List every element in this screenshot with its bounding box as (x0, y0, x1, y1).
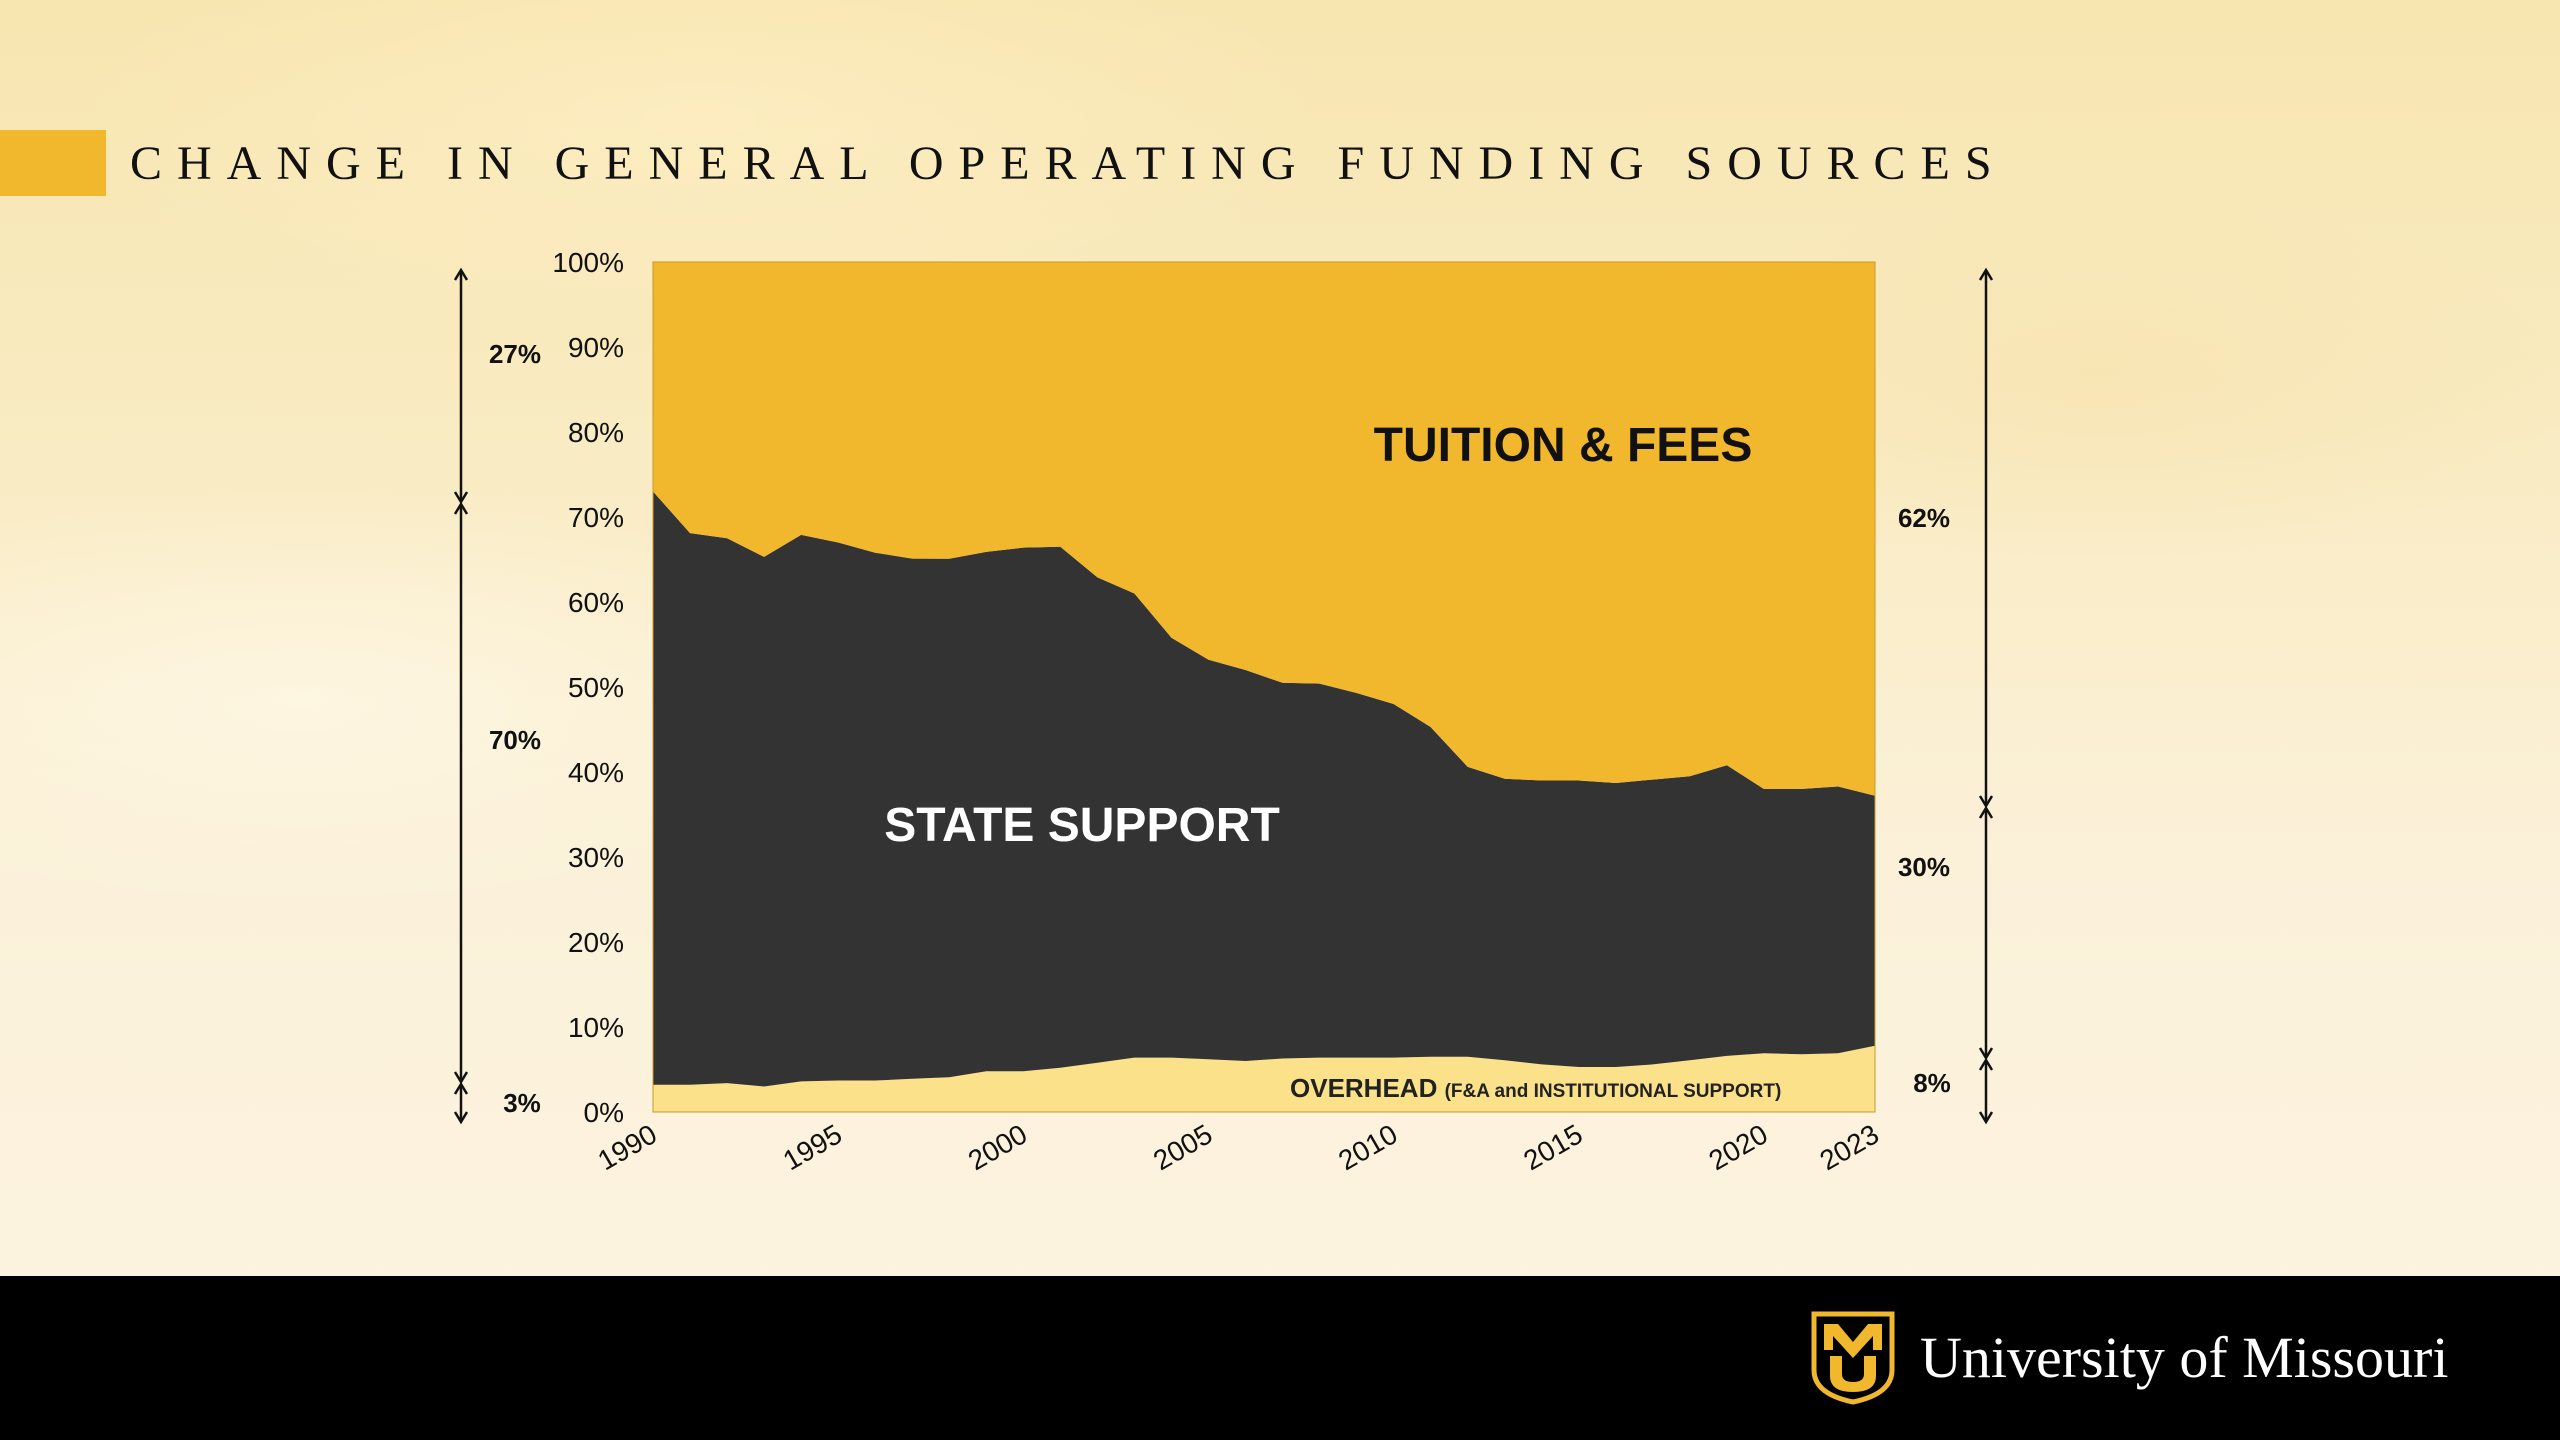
right-overhead-bracket-label: 8% (1913, 1068, 1951, 1098)
y-tick-label: 90% (568, 332, 624, 363)
y-tick-label: 40% (568, 757, 624, 788)
plot-frame (652, 261, 1876, 1113)
state-support-area (653, 491, 1875, 1087)
y-tick-label: 70% (568, 502, 624, 533)
y-tick-label: 0% (584, 1097, 624, 1128)
y-axis-ticks: 0% 10% 20% 30% 40% 50% 60% 70% 80% 90% 100% (552, 247, 624, 1128)
x-tick-label: 2015 (1518, 1118, 1587, 1176)
y-tick-label: 60% (568, 587, 624, 618)
y-tick-label: 80% (568, 417, 624, 448)
y-tick-label: 30% (568, 842, 624, 873)
area-layers (652, 261, 1876, 1113)
x-tick-label: 2000 (963, 1118, 1032, 1176)
state-support-label: STATE SUPPORT (884, 799, 1280, 852)
x-tick-label: 1995 (778, 1118, 847, 1176)
y-tick-label: 100% (552, 247, 624, 278)
area-labels: TUITION & FEES STATE SUPPORT OVERHEAD (F&A… (884, 419, 1781, 1103)
right-state-bracket-arrow-top (1978, 805, 1994, 819)
right-tuition-bracket-arrow-top (1978, 267, 1994, 281)
x-axis-ticks: 1990 1995 2000 2005 2010 2015 2020 2023 (593, 1118, 1884, 1176)
mu-tiger-shield-icon (1811, 1311, 1895, 1405)
bracket-annotations: 27% 70% 3% 62% 30% 8% (453, 267, 1994, 1125)
left-state-bracket-arrow-top (453, 501, 469, 515)
title-accent-bar (0, 130, 106, 196)
y-tick-label: 10% (568, 1012, 624, 1043)
tuition-fees-label: TUITION & FEES (1374, 419, 1753, 472)
university-name: University of Missouri (1920, 1325, 2449, 1390)
footer-bar (0, 1276, 2560, 1440)
right-overhead-bracket-arrow-bottom (1978, 1111, 1994, 1125)
left-overhead-bracket-label: 3% (503, 1088, 541, 1118)
y-tick-label: 20% (568, 927, 624, 958)
right-overhead-bracket-arrow-top (1978, 1057, 1994, 1071)
x-tick-label: 2005 (1148, 1118, 1217, 1176)
overhead-label-detail: (F&A and INSTITUTIONAL SUPPORT) (1445, 1081, 1782, 1102)
x-tick-label: 2010 (1333, 1118, 1402, 1176)
left-tuition-bracket-label: 27% (489, 339, 541, 369)
y-tick-label: 50% (568, 672, 624, 703)
left-state-bracket-label: 70% (489, 725, 541, 755)
overhead-label-main: OVERHEAD (1290, 1073, 1445, 1103)
left-tuition-bracket-arrow-top (453, 267, 469, 281)
left-overhead-bracket-arrow-top (453, 1081, 469, 1095)
slide-title: CHANGE IN GENERAL OPERATING FUNDING SOUR… (130, 137, 2007, 190)
right-tuition-bracket-label: 62% (1898, 503, 1950, 533)
funding-sources-chart: 0%10%20%30%40%50%60%70%80%90%100% 1990 19… (453, 247, 1994, 1176)
left-overhead-bracket-arrow-bottom (453, 1111, 469, 1125)
tuition-fees-area (653, 262, 1875, 796)
overhead-area (653, 1045, 1875, 1112)
overhead-label: OVERHEAD (F&A and INSTITUTIONAL SUPPORT) (1290, 1073, 1781, 1103)
x-tick-label: 2023 (1815, 1118, 1884, 1176)
x-tick-label: 2020 (1703, 1118, 1772, 1176)
right-state-bracket-label: 30% (1898, 852, 1950, 882)
